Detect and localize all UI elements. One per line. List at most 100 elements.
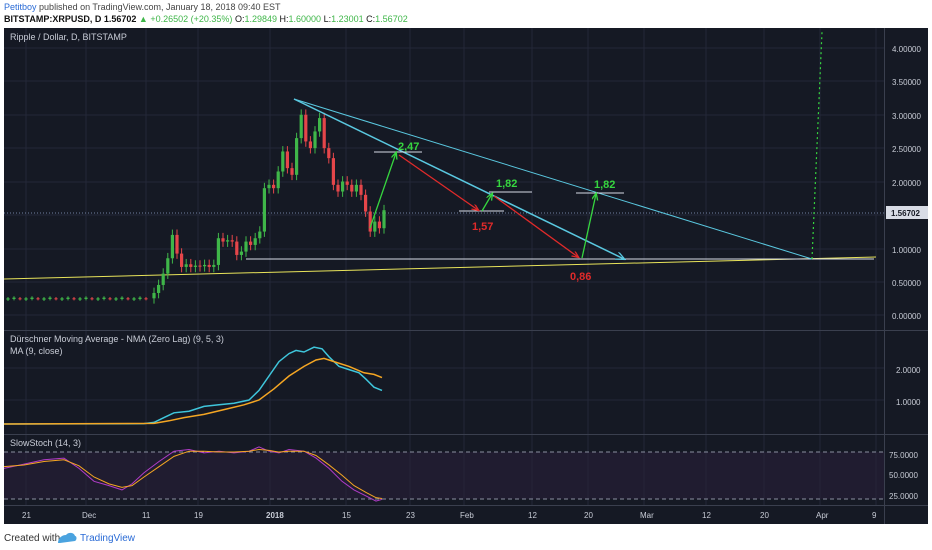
time-tick: Feb [460, 511, 474, 520]
down-arrow[interactable] [398, 154, 478, 210]
time-tick: 19 [194, 511, 203, 520]
candle-body [184, 264, 188, 267]
price-tick: 4.00000 [892, 45, 921, 54]
candle-body [120, 297, 124, 299]
candle-body [230, 240, 234, 242]
author-link[interactable]: Petitboy [4, 2, 37, 12]
down-arrow[interactable] [493, 195, 578, 257]
candle-body [341, 181, 345, 192]
chart-canvas[interactable]: 2,47 1,82 1,82 1,57 0,86 Ripple / Dollar… [3, 28, 928, 524]
price-tick: 2.00000 [892, 179, 921, 188]
candle-body [166, 258, 170, 274]
price-axis[interactable] [885, 28, 928, 524]
candle-body [30, 297, 34, 299]
candle-body [78, 298, 82, 300]
candle-body [108, 298, 112, 300]
stoch-pane-title[interactable]: SlowStoch (14, 3) [10, 438, 81, 448]
candle-body [336, 184, 340, 192]
descending-trendline-steep[interactable] [293, 98, 624, 259]
stoch-tick: 25.0000 [889, 492, 918, 501]
symbol-label: BITSTAMP:XRPUSD, D [4, 14, 102, 24]
candle-body [60, 298, 64, 300]
candle-body [24, 298, 28, 300]
candle-body [189, 264, 193, 267]
ohlc-h-value: 1.60000 [288, 14, 322, 24]
time-tick: 20 [760, 511, 769, 520]
stoch-k-line [3, 446, 383, 502]
candle-body [249, 241, 253, 245]
candle-body [373, 221, 377, 232]
nma-line [3, 346, 383, 425]
time-tick: 12 [528, 511, 537, 520]
price-tick: 1.00000 [892, 246, 921, 255]
nma-pane[interactable] [4, 331, 884, 434]
price-change: +0.26502 (+20.35%) [150, 14, 233, 24]
support-trendline[interactable] [3, 256, 877, 280]
footer-brand[interactable]: TradingView [80, 533, 136, 544]
candle-body [72, 298, 76, 300]
price-tick: 0.00000 [892, 312, 921, 321]
candle-body [144, 298, 148, 300]
candle-body [281, 151, 285, 172]
candle-body [170, 234, 174, 259]
annotation-down2: 0,86 [570, 271, 591, 283]
candle-body [239, 251, 243, 255]
candle-body [262, 188, 266, 232]
main-pane-title[interactable]: Ripple / Dollar, D, BITSTAMP [10, 32, 127, 42]
up-triangle-icon: ▲ [138, 14, 148, 24]
candle-body [102, 297, 106, 299]
candle-body [272, 184, 276, 189]
candle-body [126, 298, 130, 300]
time-axis-labels: 21 Dec 11 19 2018 15 23 Feb 12 20 Mar 12… [22, 511, 877, 520]
candle-body [157, 284, 161, 293]
ohlc-l-key: L: [323, 14, 332, 24]
ma-line [3, 357, 383, 425]
candle-series [6, 109, 386, 304]
time-tick: Mar [640, 511, 654, 520]
time-tick: Dec [82, 511, 96, 520]
candle-body [207, 264, 211, 267]
stoch-tick: 75.0000 [889, 451, 918, 460]
ma-pane-label[interactable]: MA (9, close) [10, 346, 63, 356]
candle-body [161, 273, 165, 285]
candle-body [354, 184, 358, 192]
candle-body [258, 231, 262, 239]
annotation-up3: 1,82 [594, 179, 615, 191]
ohlc-o-value: 1.29849 [244, 14, 278, 24]
candle-body [180, 253, 184, 267]
last-price: 1.56702 [103, 14, 137, 24]
time-tick: 21 [22, 511, 31, 520]
time-tick: 2018 [266, 511, 284, 520]
candle-body [6, 298, 10, 300]
candle-body [290, 168, 294, 175]
candle-body [345, 181, 349, 185]
last-price-tag [886, 206, 928, 219]
nma-tick: 2.0000 [896, 366, 921, 375]
candle-body [66, 297, 70, 299]
publish-line: Petitboy published on TradingView.com, J… [4, 2, 281, 12]
candle-body [382, 210, 386, 229]
candle-body [322, 118, 326, 149]
footer: Created with TradingView [0, 528, 932, 550]
chart-area[interactable]: 2,47 1,82 1,82 1,57 0,86 Ripple / Dollar… [3, 28, 928, 524]
up-arrow[interactable] [481, 194, 492, 212]
nma-pane-title[interactable]: Dürschner Moving Average - NMA (Zero Lag… [10, 334, 224, 344]
descending-trendline-shallow[interactable] [293, 98, 813, 260]
annotation-up2: 1,82 [496, 178, 517, 190]
candle-body [313, 131, 317, 149]
up-arrow[interactable] [581, 194, 596, 259]
candle-body [175, 234, 179, 254]
candle-body [377, 221, 381, 229]
candle-body [203, 264, 207, 267]
symbol-line: BITSTAMP:XRPUSD, D 1.56702 ▲ +0.26502 (+… [4, 14, 408, 24]
stoch-band [4, 452, 884, 499]
last-price-tag-text: 1.56702 [891, 209, 920, 218]
price-tick: 3.00000 [892, 112, 921, 121]
candle-body [54, 298, 58, 300]
main-pane[interactable] [4, 28, 884, 330]
candle-body [198, 265, 202, 267]
candle-body [84, 297, 88, 299]
up-arrow[interactable] [369, 153, 396, 229]
candle-body [364, 194, 368, 212]
tradingview-logo-icon[interactable] [56, 531, 78, 550]
